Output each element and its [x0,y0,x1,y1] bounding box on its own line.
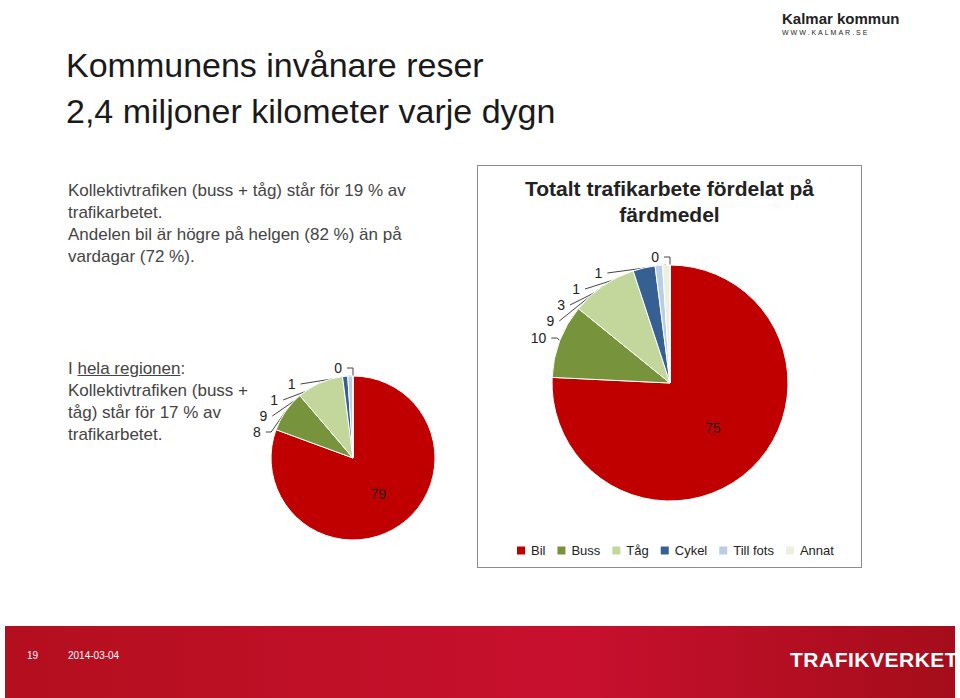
html-text:Andelen bil är högre på helgen: Andelen bil är högre på helgen (82 %) än… [68,225,402,266]
html-text:2,4 miljoner kilometer varje d: 2,4 miljoner kilometer varje dygn [66,92,556,130]
html-text:Kalmar kommun: Kalmar kommun [782,10,900,27]
html-text:I hela regionen: Kollektivtraf: I hela regionen: Kollektivtrafiken (buss… [68,359,248,444]
html-text:TRAFIKVERKET: TRAFIKVERKET [790,648,959,671]
svg-text:3: 3 [557,297,565,313]
html-text:Kollektivtrafiken (buss + tåg): Kollektivtrafiken (buss + tåg) står för … [68,181,406,222]
html-text:2014-03-04: 2014-03-04 [68,650,120,661]
svg-text:0: 0 [334,360,342,376]
html-text:Totalt trafikarbete fördelat p: Totalt trafikarbete fördelat på färdmede… [525,177,814,226]
svg-text:79: 79 [370,486,386,502]
svg-text:8: 8 [253,424,261,440]
svg-text:75: 75 [705,420,721,436]
html-text:Kommunens invånare reser: Kommunens invånare reser [66,46,484,84]
svg-text:Tåg: Tåg [626,543,648,558]
html-text:WWW.KALMAR.SE: WWW.KALMAR.SE [782,29,870,36]
svg-text:1: 1 [572,281,580,297]
svg-text:Till fots: Till fots [733,543,774,558]
svg-text:9: 9 [546,313,554,329]
svg-text:10: 10 [531,330,547,346]
svg-text:1: 1 [288,376,296,392]
svg-text:Annat: Annat [800,543,834,558]
html-text:19: 19 [27,650,39,661]
svg-text:0: 0 [651,249,659,265]
svg-text:Buss: Buss [571,543,600,558]
svg-text:9: 9 [260,408,268,424]
svg-text:1: 1 [595,265,603,281]
svg-text:Bil: Bil [531,543,546,558]
svg-text:1: 1 [270,392,278,408]
svg-text:Cykel: Cykel [675,543,708,558]
